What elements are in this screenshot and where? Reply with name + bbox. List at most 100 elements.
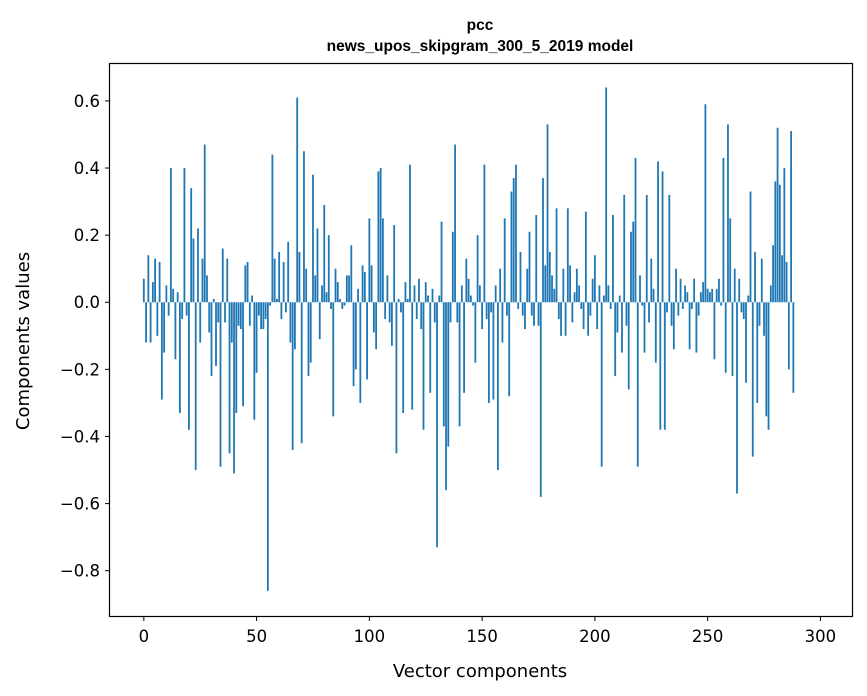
bar [145, 302, 147, 343]
bar [330, 302, 332, 309]
chart-title-line-1: pcc [467, 17, 494, 34]
bar [593, 255, 596, 303]
bar [724, 302, 727, 373]
bar [699, 292, 702, 303]
bar [578, 285, 580, 303]
bar [711, 288, 714, 303]
bar [321, 285, 323, 303]
bar [199, 302, 202, 343]
bar [339, 298, 341, 303]
bar [751, 302, 754, 457]
bar [616, 302, 619, 333]
bar [494, 285, 497, 303]
bar [706, 288, 709, 303]
bar [352, 302, 355, 387]
bar [756, 302, 759, 403]
bar [587, 302, 590, 336]
bar [271, 154, 274, 303]
bar [291, 302, 294, 450]
bar [722, 157, 725, 303]
bar [709, 292, 711, 303]
bar [183, 168, 186, 303]
bar [246, 261, 249, 303]
bar [208, 302, 211, 333]
bar [645, 194, 648, 303]
bar [654, 302, 657, 363]
bar [305, 268, 308, 303]
bar [251, 295, 253, 303]
bar [657, 161, 659, 303]
bar [661, 171, 664, 303]
bar [596, 302, 599, 330]
bar [420, 302, 423, 330]
bar [438, 295, 441, 303]
bar [332, 302, 335, 417]
bar [524, 302, 526, 330]
bar [668, 194, 671, 303]
bar [465, 258, 468, 303]
bar [427, 295, 429, 303]
bar [381, 218, 384, 303]
bar [787, 302, 790, 370]
bar [181, 302, 184, 320]
bar [325, 292, 328, 303]
bar [785, 261, 788, 303]
bar [659, 302, 662, 430]
bar [632, 221, 635, 303]
bar [217, 302, 220, 323]
bar [341, 302, 344, 309]
bar [460, 285, 463, 303]
bar [282, 261, 285, 303]
bar [553, 288, 556, 303]
bar [697, 302, 700, 316]
bar [262, 302, 265, 330]
bar [483, 164, 486, 303]
bar [742, 302, 745, 320]
bar [603, 295, 605, 303]
bar [264, 302, 267, 320]
bar [359, 302, 362, 403]
bar [327, 235, 330, 303]
bar [618, 295, 621, 303]
bar [273, 258, 276, 303]
bar [747, 295, 750, 303]
bar [472, 302, 474, 306]
bar [760, 258, 763, 303]
bar [334, 268, 337, 303]
bar [600, 302, 603, 467]
bar [792, 302, 795, 393]
bar [772, 245, 774, 303]
bar [560, 302, 562, 336]
bar [720, 302, 723, 306]
bar [519, 251, 522, 303]
bar [535, 215, 538, 303]
bar [467, 278, 470, 303]
bar [384, 302, 387, 320]
bar [677, 302, 680, 316]
bar [336, 282, 339, 303]
x-tick-label: 300 [805, 627, 837, 646]
bar [393, 225, 396, 303]
bar [650, 258, 653, 303]
bar [375, 302, 378, 350]
bar [179, 302, 181, 413]
bar [584, 211, 587, 303]
bar [363, 272, 366, 303]
bar [715, 288, 718, 303]
bar [530, 302, 533, 316]
bar [469, 295, 472, 303]
bar [562, 268, 565, 303]
bar [580, 302, 583, 309]
x-tick-label: 150 [466, 627, 498, 646]
bar [778, 184, 781, 303]
bar [627, 302, 630, 390]
bar [681, 302, 684, 309]
y-tick-label: 0.6 [74, 92, 100, 111]
bar [285, 302, 287, 313]
bar [257, 302, 260, 316]
bar [639, 275, 641, 303]
y-tick-label: 0.2 [74, 226, 100, 245]
bar [354, 302, 357, 370]
bar [300, 302, 303, 444]
bar [275, 298, 278, 303]
